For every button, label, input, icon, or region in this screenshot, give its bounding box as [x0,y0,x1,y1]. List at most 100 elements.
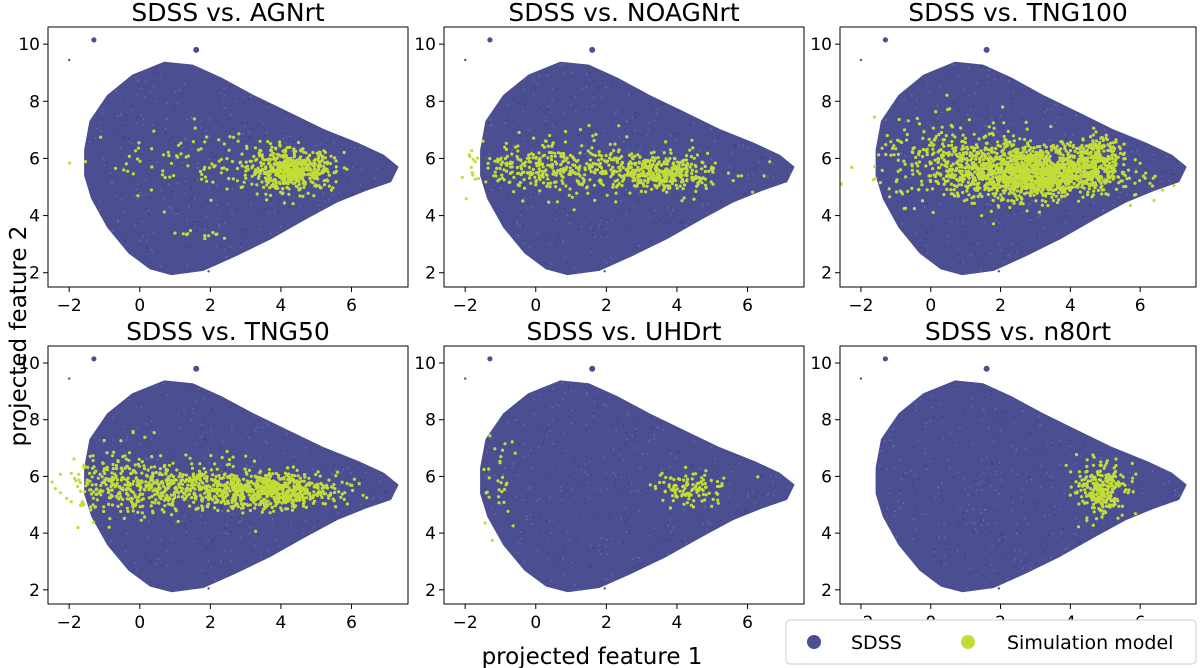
sdss-point [196,179,199,182]
sdss-point [527,208,529,211]
simulation-point [1061,171,1066,175]
simulation-point [925,188,929,192]
sdss-point [611,84,614,87]
sdss-point [575,177,578,180]
simulation-point [1006,199,1010,203]
sdss-point [183,83,186,85]
simulation-point [1051,198,1056,203]
sdss-point [508,199,511,201]
simulation-point [631,157,635,161]
sdss-point [256,545,259,548]
sdss-point [146,436,149,438]
simulation-point [1004,138,1008,142]
sdss-point [348,147,350,150]
simulation-point [255,192,259,196]
simulation-point [991,121,995,125]
simulation-point [1031,153,1035,158]
simulation-point [1048,175,1052,179]
simulation-point [900,140,904,145]
simulation-point [685,154,689,158]
sdss-point [974,83,977,86]
simulation-point [173,231,177,235]
sdss-point [744,193,747,196]
simulation-point [198,169,202,174]
sdss-point [622,193,625,196]
simulation-point [1090,160,1094,164]
sdss-point [170,137,173,140]
simulation-point [683,158,687,162]
simulation-point [1092,126,1096,130]
simulation-point [999,176,1003,180]
sdss-point [193,412,195,415]
simulation-point [1083,159,1087,163]
sdss-point [512,97,515,100]
sdss-point [953,63,956,66]
simulation-point [300,176,305,180]
sdss-point [653,209,656,212]
simulation-point [920,199,925,203]
sdss-point [167,442,169,445]
sdss-point [576,237,579,240]
sdss-point [150,160,152,162]
sdss-point [230,413,233,416]
sdss-point [954,216,956,218]
simulation-point [940,163,944,167]
simulation-point [999,193,1003,197]
simulation-point [521,199,525,203]
sdss-point [100,130,103,133]
sdss-point [577,271,580,273]
simulation-point [326,179,330,183]
sdss-point [156,244,158,246]
sdss-point [1031,199,1033,202]
sdss-point [283,200,286,202]
simulation-point [693,177,697,181]
sdss-point [276,231,279,234]
simulation-point [217,138,221,142]
simulation-point [548,163,552,167]
simulation-point [935,171,939,175]
simulation-point [611,165,615,169]
simulation-point [945,187,949,191]
simulation-point [840,182,843,186]
simulation-point [1067,170,1071,174]
simulation-point [961,190,965,195]
simulation-point [995,157,999,161]
sdss-point [747,174,749,177]
simulation-point [1062,188,1066,192]
simulation-point [1037,187,1041,191]
simulation-point [1091,175,1095,179]
simulation-point [1055,201,1060,205]
sdss-point [1119,191,1122,194]
sdss-point [924,238,926,241]
simulation-point [998,185,1002,189]
sdss-point [173,455,176,458]
simulation-point [535,164,539,168]
simulation-point [265,177,270,181]
simulation-point [1133,181,1137,185]
simulation-point [996,140,1000,144]
sdss-point [749,174,752,176]
sdss-point [963,88,966,91]
simulation-point [301,194,305,198]
simulation-point [627,167,631,171]
simulation-point [954,146,958,150]
simulation-point [272,169,276,173]
simulation-point [316,164,320,168]
sdss-point [900,152,903,155]
sdss-point [175,522,177,525]
sdss-point [731,152,734,155]
sdss-point [496,113,498,115]
sdss-point [203,417,206,419]
sdss-point [136,229,138,232]
simulation-point [1051,143,1055,148]
sdss-point [331,473,333,476]
simulation-point [136,194,140,198]
sdss-point [151,251,154,254]
simulation-point [1026,167,1030,171]
simulation-point [1092,167,1096,171]
sdss-point [605,262,608,264]
simulation-point [203,140,207,144]
simulation-point [1061,142,1065,146]
simulation-point [1128,203,1132,208]
